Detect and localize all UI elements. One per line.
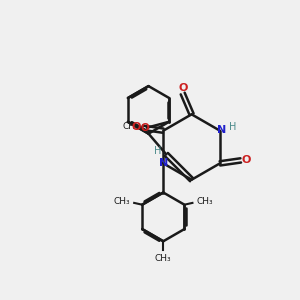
Text: O: O	[178, 83, 188, 93]
Text: H: H	[229, 122, 236, 132]
Text: CH₃: CH₃	[197, 196, 214, 206]
Text: CH₃: CH₃	[113, 196, 130, 206]
Text: H: H	[154, 146, 162, 156]
Text: O: O	[141, 123, 150, 133]
Text: CH₃: CH₃	[122, 122, 139, 131]
Text: N: N	[159, 158, 168, 168]
Text: O: O	[132, 122, 141, 132]
Text: O: O	[242, 155, 251, 165]
Text: N: N	[217, 125, 226, 135]
Text: CH₃: CH₃	[155, 254, 172, 263]
